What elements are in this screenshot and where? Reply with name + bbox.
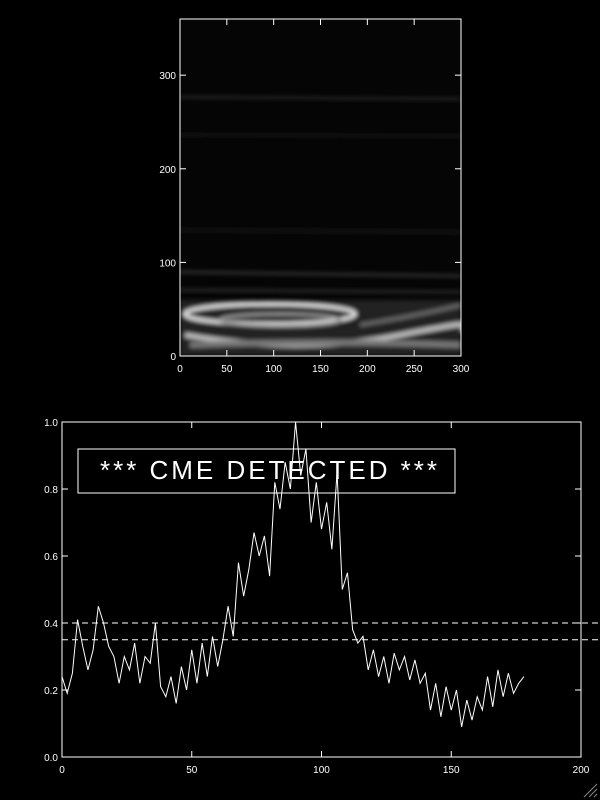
- x-tick-label: 0: [177, 364, 183, 375]
- x-tick-label: 50: [221, 364, 233, 375]
- x-tick-label: 50: [186, 765, 198, 776]
- annotation-box: [77, 448, 456, 494]
- x-tick-label: 150: [443, 765, 460, 776]
- y-tick-label: 1.0: [44, 418, 58, 429]
- x-tick-label: 300: [453, 364, 470, 375]
- y-tick-label: 0.0: [44, 753, 58, 764]
- y-tick-label: 0.4: [44, 619, 58, 630]
- x-tick-label: 200: [573, 765, 590, 776]
- x-tick-label: 200: [359, 364, 376, 375]
- y-tick-label: 100: [159, 258, 176, 269]
- x-tick-label: 250: [406, 364, 423, 375]
- x-tick-label: 0: [59, 765, 65, 776]
- annotation: *** CME DETECTED ***: [100, 455, 440, 485]
- x-tick-label: 150: [312, 364, 329, 375]
- y-tick-label: 0.2: [44, 686, 58, 697]
- y-tick-label: 0.6: [44, 552, 58, 563]
- y-tick-label: 0.8: [44, 485, 58, 496]
- data-line: [61, 421, 525, 727]
- x-tick-label: 100: [265, 364, 282, 375]
- y-tick-label: 200: [159, 165, 176, 176]
- resize-grip: [583, 783, 598, 798]
- x-tick-label: 100: [313, 765, 330, 776]
- image-content: [180, 19, 461, 356]
- y-tick-label: 300: [159, 71, 176, 82]
- y-tick-label: 0: [170, 352, 176, 363]
